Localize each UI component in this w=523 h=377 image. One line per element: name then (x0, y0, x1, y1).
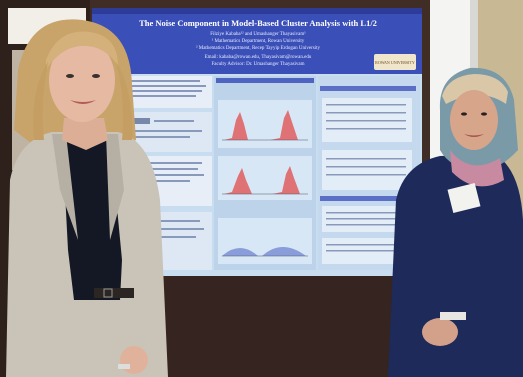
navy-suit (388, 154, 523, 377)
name-badge (447, 182, 481, 214)
black-top (62, 134, 122, 300)
poster-authors: Filziye Kababa¹² and Umashanger Thayasiv… (210, 31, 306, 37)
poster-affiliation-2: ² Mathematics Department, Recep Tayyip E… (196, 45, 320, 51)
face-left (49, 38, 115, 122)
logo-text: ROWAN UNIVERSITY (375, 60, 415, 65)
poster-title: The Noise Component in Model-Based Clust… (139, 18, 377, 28)
face-right (450, 90, 498, 150)
poster-plot-2 (218, 156, 312, 200)
poster-affiliation-1: ¹ Mathematics Department, Rowan Universi… (212, 38, 305, 44)
poster-plot-3 (218, 218, 312, 264)
poster-advisor: Faculty Advisor: Dr. Umashanger Thayasiv… (211, 62, 304, 67)
poster-header (92, 8, 422, 74)
poster-table-2 (322, 150, 412, 190)
poster-email: Email: kababa@rowan.edu, Thayasivam@rowa… (205, 55, 312, 60)
poster-plot-1 (218, 100, 312, 148)
woman-right (388, 67, 523, 377)
rowan-logo: ROWAN UNIVERSITY (374, 54, 416, 70)
hands-right (422, 318, 458, 346)
woman-left (6, 19, 168, 377)
belt (94, 288, 134, 298)
smile-left (70, 100, 96, 104)
